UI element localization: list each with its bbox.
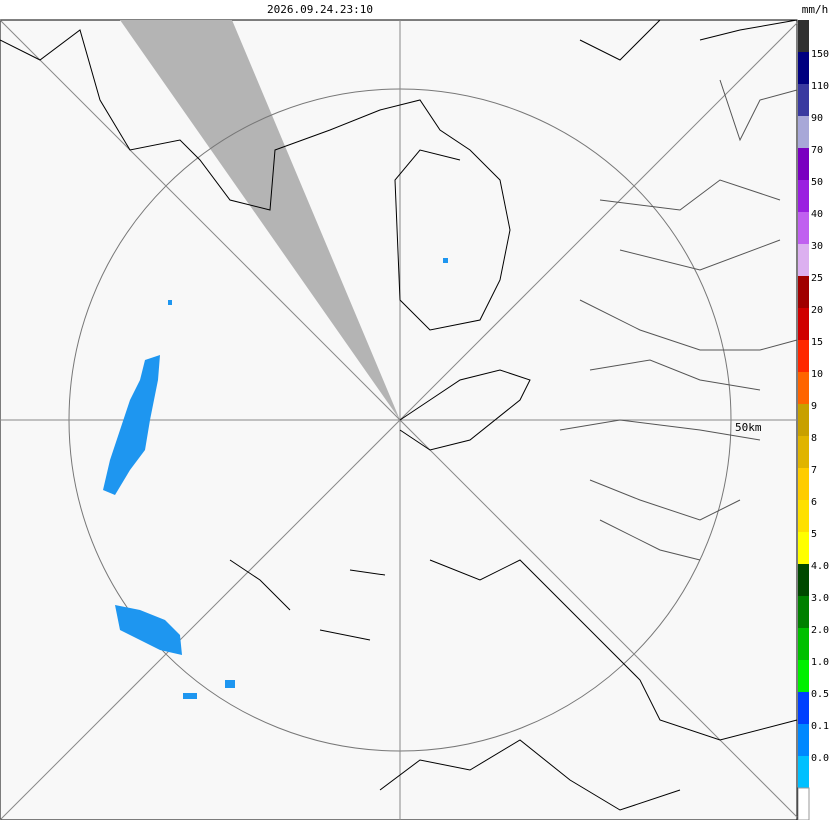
- legend-label: 10: [811, 369, 823, 380]
- blocked-sector: [120, 20, 400, 420]
- legend-swatch: [798, 724, 809, 756]
- range-label: 50km: [735, 421, 762, 434]
- legend-label: 110: [811, 81, 829, 92]
- legend-swatch: [798, 52, 809, 84]
- legend-swatch: [798, 148, 809, 180]
- coastline: [229, 559, 798, 811]
- legend-label: 2.0: [811, 625, 829, 636]
- legend-swatch: [798, 276, 809, 308]
- legend-swatch: [798, 564, 809, 596]
- legend-swatch: [798, 340, 809, 372]
- legend-label: 4.0: [811, 561, 829, 572]
- legend-label: 150: [811, 49, 829, 60]
- legend-label: 15: [811, 337, 823, 348]
- legend-swatch: [798, 660, 809, 692]
- legend-swatch: [798, 692, 809, 724]
- legend-swatch: [798, 212, 809, 244]
- legend-label: 0.5: [811, 689, 829, 700]
- legend-label: 20: [811, 305, 823, 316]
- legend-label: 9: [811, 401, 817, 412]
- timestamp: 2026.09.24.23:10: [267, 3, 373, 16]
- legend-swatch: [798, 596, 809, 628]
- legend-label: 0.1: [811, 721, 829, 732]
- legend-swatch: [798, 244, 809, 276]
- legend-swatch: [798, 180, 809, 212]
- legend-label: 40: [811, 209, 823, 220]
- legend-label: 5: [811, 529, 817, 540]
- legend-swatch: [798, 436, 809, 468]
- legend-label: 90: [811, 113, 823, 124]
- coastline: [399, 369, 531, 451]
- legend-swatch: [798, 84, 809, 116]
- legend-swatch: [798, 756, 809, 788]
- legend-swatch: [798, 404, 809, 436]
- legend-label: 8: [811, 433, 817, 444]
- legend-label: 50: [811, 177, 823, 188]
- unit-label: mm/h: [802, 3, 829, 16]
- legend-label: 25: [811, 273, 823, 284]
- legend-swatch: [798, 628, 809, 660]
- legend-label: 6: [811, 497, 817, 508]
- coastline: [0, 29, 511, 331]
- legend-swatch: [798, 20, 809, 52]
- legend-swatch: [798, 372, 809, 404]
- legend: 150 110 90 70 50 40 30 25 20 15 10 9 8 7 6 5 4.0 3.0 2.0 1.…: [797, 20, 829, 821]
- legend-swatch: [798, 308, 809, 340]
- legend-swatch: [798, 532, 809, 564]
- boundary: [559, 79, 798, 561]
- legend-label: 70: [811, 145, 823, 156]
- map-layer: [0, 19, 798, 821]
- legend-label: 3.0: [811, 593, 829, 604]
- legend-swatch: [798, 116, 809, 148]
- diagonal-line: [0, 19, 798, 818]
- legend-swatch: [798, 468, 809, 500]
- legend-label: 30: [811, 241, 823, 252]
- legend-label: 7: [811, 465, 817, 476]
- coastline: [579, 19, 798, 61]
- rain-echo: [103, 258, 448, 699]
- legend-label: 1.0: [811, 657, 829, 668]
- legend-swatch: [798, 500, 809, 532]
- legend-swatch: [797, 787, 810, 821]
- diagonal-line: [0, 22, 798, 821]
- legend-label: 0.0: [811, 753, 829, 764]
